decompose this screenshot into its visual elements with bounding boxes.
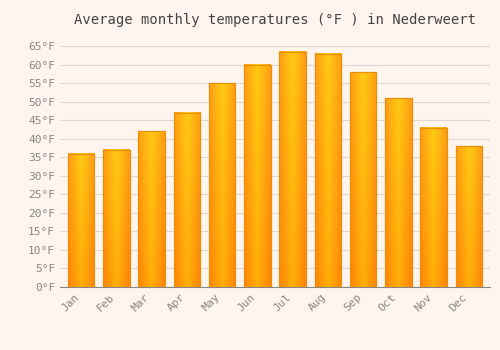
Bar — [244, 65, 270, 287]
Bar — [138, 131, 165, 287]
Bar — [103, 150, 130, 287]
Bar — [244, 65, 270, 287]
Bar — [420, 128, 447, 287]
Bar — [174, 113, 200, 287]
Bar — [138, 131, 165, 287]
Bar — [174, 113, 200, 287]
Bar — [280, 52, 306, 287]
Bar — [420, 128, 447, 287]
Bar — [385, 98, 411, 287]
Bar — [456, 146, 482, 287]
Bar — [280, 52, 306, 287]
Bar — [314, 54, 341, 287]
Bar — [103, 150, 130, 287]
Bar — [350, 72, 376, 287]
Title: Average monthly temperatures (°F ) in Nederweert: Average monthly temperatures (°F ) in Ne… — [74, 13, 476, 27]
Bar — [314, 54, 341, 287]
Bar — [385, 98, 411, 287]
Bar — [68, 154, 94, 287]
Bar — [350, 72, 376, 287]
Bar — [68, 154, 94, 287]
Bar — [456, 146, 482, 287]
Bar — [209, 83, 236, 287]
Bar — [209, 83, 236, 287]
